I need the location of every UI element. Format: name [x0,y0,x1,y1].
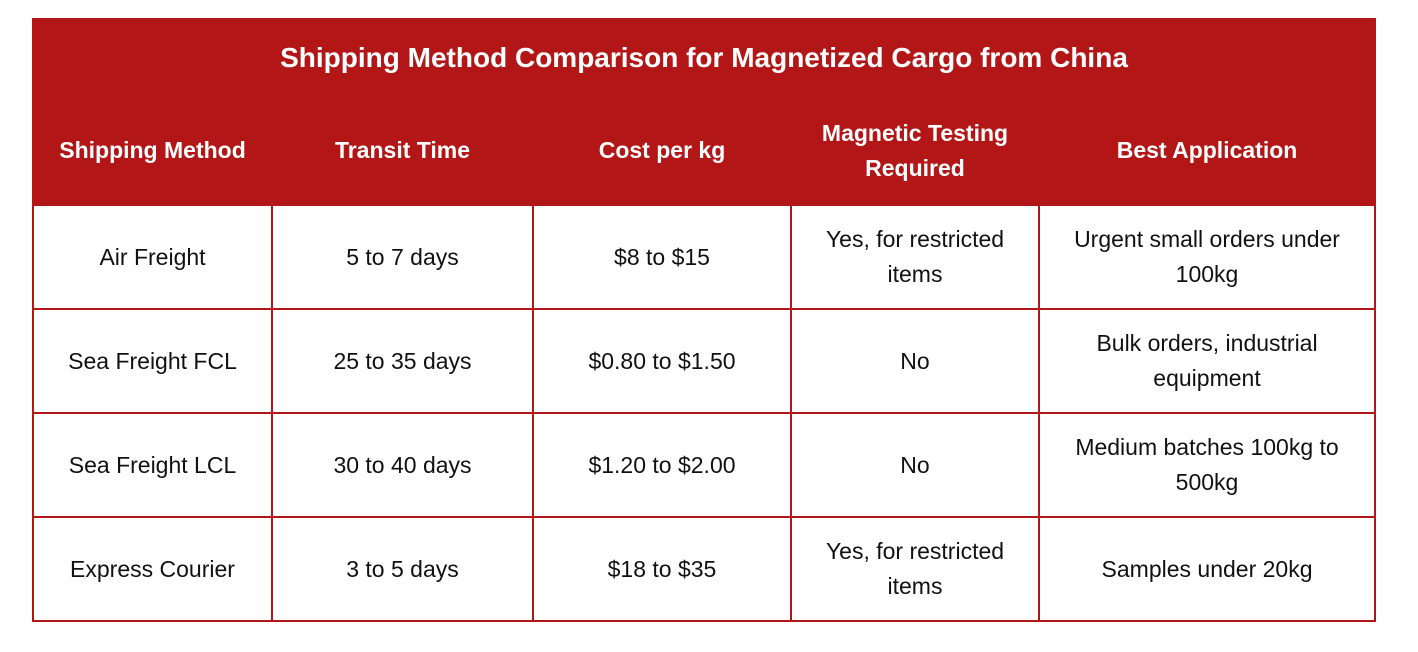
table-cell: Air Freight [32,204,273,310]
table-head: Shipping Method Comparison for Magnetize… [31,18,1377,206]
table-cell: Sea Freight FCL [32,308,273,414]
column-header: Magnetic Testing Required [790,95,1040,206]
table-cell: Sea Freight LCL [32,412,273,518]
table-row: Air Freight 5 to 7 days $8 to $15 Yes, for … [32,204,1377,310]
table-title: Shipping Method Comparison for Magnetize… [31,18,1377,97]
title-row: Shipping Method Comparison for Magnetize… [31,18,1377,97]
table-cell: Urgent small orders under 100kg [1037,204,1377,310]
table-row: Sea Freight FCL 25 to 35 days $0.80 to $1.… [32,308,1377,414]
table-cell: 5 to 7 days [271,204,534,310]
table-cell: Samples under 20kg [1037,516,1377,622]
column-header: Best Application [1037,95,1377,206]
table-row: Sea Freight LCL 30 to 40 days $1.20 to $2.… [32,412,1377,518]
table-cell: $1.20 to $2.00 [532,412,792,518]
column-header: Shipping Method [32,95,273,206]
column-header: Cost per kg [532,95,792,206]
comparison-table: Shipping Method Comparison for Magnetize… [31,18,1377,622]
table-cell: 3 to 5 days [271,516,534,622]
table-cell: Express Courier [32,516,273,622]
table-cell: Yes, for restricted items [790,204,1040,310]
table-body: Air Freight 5 to 7 days $8 to $15 Yes, for … [32,204,1377,622]
table-cell: $18 to $35 [532,516,792,622]
table-cell: Bulk orders, industrial equipment [1037,308,1377,414]
column-header: Transit Time [271,95,534,206]
table-cell: Yes, for restricted items [790,516,1040,622]
table-row: Express Courier 3 to 5 days $18 to $35 Yes,… [32,516,1377,622]
table-cell: 25 to 35 days [271,308,534,414]
table-cell: 30 to 40 days [271,412,534,518]
table-cell: Medium batches 100kg to 500kg [1037,412,1377,518]
header-row: Shipping Method Transit Time Cost per kg Ma… [32,95,1377,206]
table-cell: $8 to $15 [532,204,792,310]
table-cell: No [790,412,1040,518]
table-cell: No [790,308,1040,414]
table-cell: $0.80 to $1.50 [532,308,792,414]
